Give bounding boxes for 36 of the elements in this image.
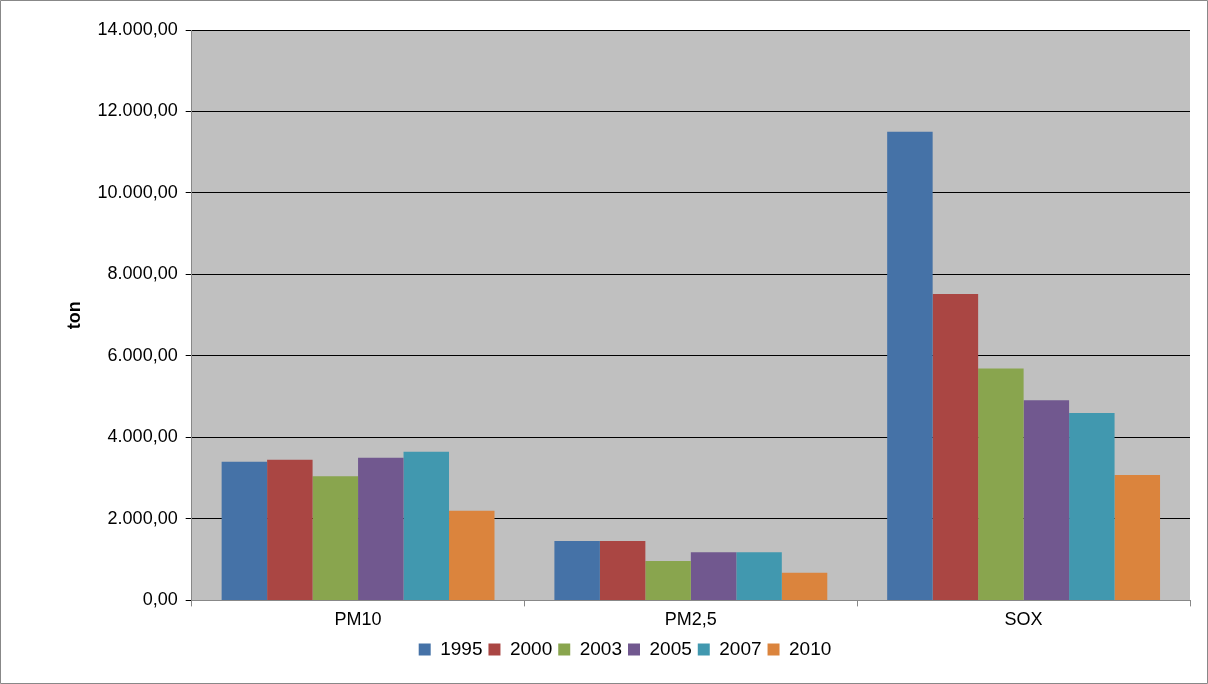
y-tick-label: 4.000,00	[107, 426, 178, 447]
bar	[312, 476, 359, 600]
legend-label: 2000	[509, 637, 553, 659]
bar	[781, 572, 828, 600]
legend-label: 2007	[719, 637, 762, 659]
y-axis-title: ton	[63, 301, 84, 330]
bar	[554, 540, 600, 600]
x-tick-label: PM10	[334, 609, 382, 630]
y-tick-label: 14.000,00	[97, 18, 178, 39]
bar	[645, 560, 691, 600]
legend-label: 2010	[789, 637, 832, 659]
x-tick-label: PM2,5	[664, 609, 717, 630]
bar	[1023, 400, 1070, 600]
bar	[599, 540, 646, 600]
bar	[1114, 474, 1161, 600]
x-tick-label: SOX	[1004, 609, 1043, 630]
bar	[736, 552, 782, 600]
y-tick-label: 2.000,00	[107, 507, 178, 528]
bar	[887, 131, 933, 600]
bar	[978, 368, 1024, 600]
bar	[358, 457, 404, 600]
y-tick-label: 12.000,00	[97, 100, 178, 121]
legend-label: 2005	[649, 637, 692, 659]
y-tick-label: 0,00	[142, 589, 178, 610]
bar	[267, 459, 313, 600]
y-tick-label: 8.000,00	[107, 263, 178, 284]
legend-label: 2003	[579, 637, 623, 659]
bar	[221, 461, 268, 600]
y-tick-label: 10.000,00	[97, 181, 178, 202]
legend-label: 1995	[440, 637, 483, 659]
bar	[403, 451, 450, 600]
bar	[1069, 412, 1115, 600]
y-tick-label: 6.000,00	[107, 344, 178, 365]
bar	[690, 552, 737, 600]
bar	[932, 294, 979, 600]
bar	[449, 510, 495, 600]
